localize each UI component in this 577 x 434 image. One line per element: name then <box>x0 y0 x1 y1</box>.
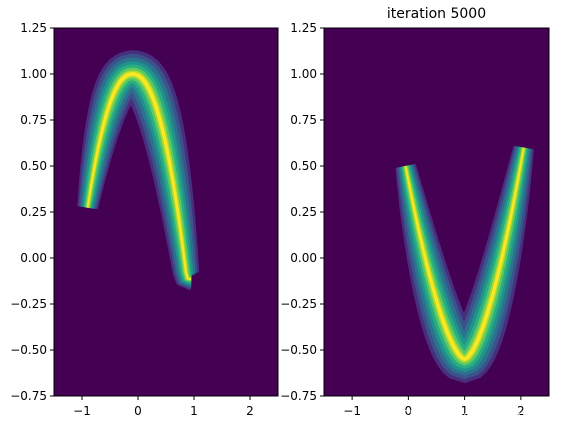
right-contour-plot: −1 0 1 2 −0.75 −0.50 −0.25 0.00 0.25 0.50 0.75 1.00… <box>280 6 550 418</box>
y-tick-label: −0.50 <box>280 343 317 357</box>
x-tick-label: 0 <box>405 404 413 418</box>
y-tick-label: 0.75 <box>290 113 317 127</box>
y-tick-label: 0.50 <box>290 159 317 173</box>
y-tick-label: 1.00 <box>20 67 47 81</box>
y-tick-label: −0.25 <box>10 297 47 311</box>
y-tick-label: 0.25 <box>20 205 47 219</box>
y-tick-label: 0.50 <box>20 159 47 173</box>
left-contour-plot: −1 0 1 2 −0.75 −0.50 −0.25 0.00 0.25 0.50 0.75 1.00… <box>10 21 279 418</box>
y-tick-label: 1.00 <box>290 67 317 81</box>
x-tick-label: 2 <box>246 404 254 418</box>
y-tick-label: 0.00 <box>290 251 317 265</box>
y-tick-label: −0.75 <box>280 389 317 403</box>
x-tick-label: 0 <box>134 404 142 418</box>
y-tick-label: −0.75 <box>10 389 47 403</box>
x-tick-label: −1 <box>73 404 91 418</box>
contour-level-6 <box>86 70 192 281</box>
y-tick-label: 1.25 <box>290 21 317 35</box>
contour-level-4 <box>401 146 528 369</box>
y-tick-label: 1.25 <box>20 21 47 35</box>
x-tick-label: −1 <box>343 404 361 418</box>
y-tick-label: −0.50 <box>10 343 47 357</box>
x-tick-label: 1 <box>461 404 469 418</box>
watermark: CSDN @ZedKingCarry <box>392 409 535 424</box>
x-tick-label: 2 <box>517 404 525 418</box>
x-tick-label: 1 <box>190 404 198 418</box>
contour-level-5 <box>84 67 192 282</box>
plot-title: iteration 5000 <box>387 6 486 22</box>
y-tick-label: 0.00 <box>20 251 47 265</box>
y-tick-label: 0.75 <box>20 113 47 127</box>
y-tick-label: −0.25 <box>280 297 317 311</box>
y-tick-label: 0.25 <box>290 205 317 219</box>
